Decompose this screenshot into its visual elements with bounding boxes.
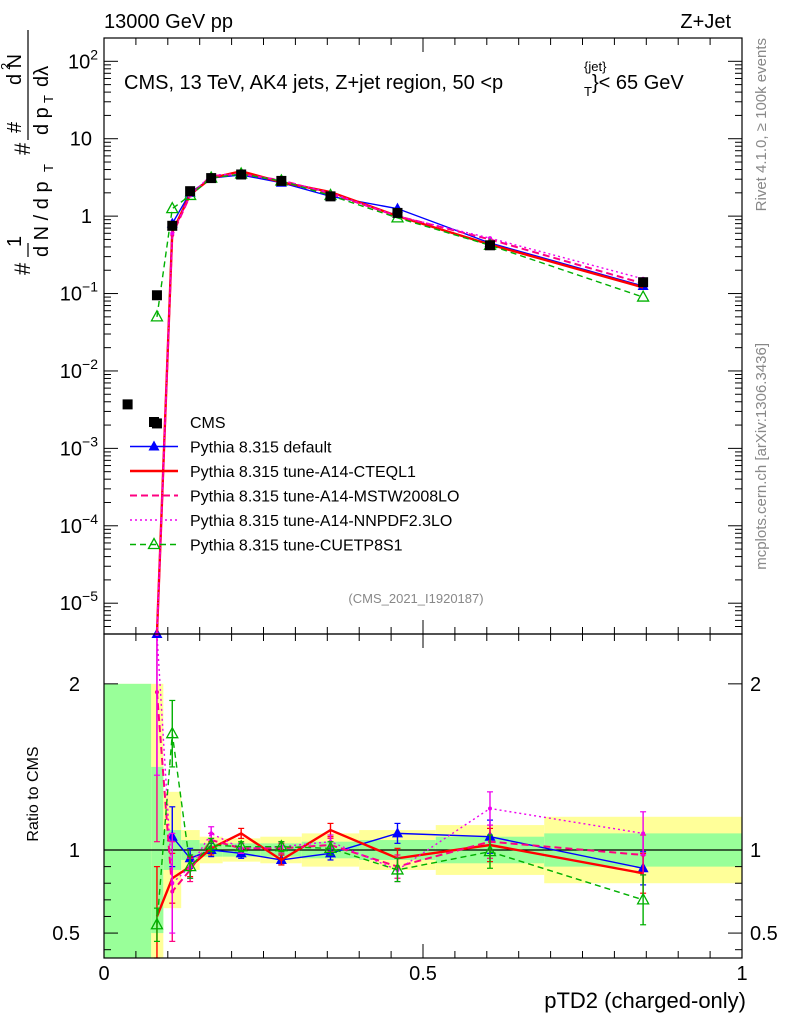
ratio-y-tick-label: 1 — [69, 840, 80, 862]
series-3-ratio-line — [156, 633, 644, 885]
cms-data-point — [325, 191, 336, 202]
ratio-y-tick-label-right: 1 — [750, 840, 761, 862]
plot-title-end: }< 65 GeV — [592, 72, 684, 94]
series-3-line — [156, 173, 644, 635]
ratio-y-axis-label: Ratio to CMS — [25, 746, 42, 841]
ratio-y-tick-label: 0.5 — [52, 923, 80, 945]
series-4-line — [156, 173, 644, 317]
x-tick-label: 0 — [98, 963, 109, 985]
y-tick-label: 10 — [70, 129, 92, 151]
svg-text:d N: d N — [4, 54, 26, 85]
cms-data-point — [276, 175, 287, 186]
svg-text:dλ: dλ — [31, 66, 53, 87]
series-4-point — [636, 289, 650, 302]
svg-text:d N / d p: d N / d p — [31, 181, 53, 257]
main-y-axis-label: # 1 d N / d p T # # d p T dλ d N 2 — [0, 30, 56, 275]
x-tick-label: 1 — [736, 963, 747, 985]
series-4-ratio-point — [183, 859, 197, 872]
svg-text:T: T — [41, 95, 56, 103]
ratio-band-stat — [104, 683, 152, 958]
svg-text:#: # — [10, 262, 35, 275]
cms-data-point — [167, 220, 178, 231]
cms-data-point — [185, 186, 196, 197]
series-3-ratio-point — [170, 881, 175, 886]
y-tick-label: 10−5 — [60, 588, 98, 615]
legend-label-cms: CMS — [190, 415, 226, 432]
series-1-ratio-line — [155, 828, 644, 917]
series-1-line — [155, 170, 644, 635]
series-4-point — [150, 309, 164, 322]
plot-title-main: CMS, 13 TeV, AK4 jets, Z+jet region, 50 … — [124, 72, 503, 94]
cms-data-point — [638, 277, 649, 288]
cms-data-point — [151, 290, 162, 301]
mcplots-label: mcplots.cern.ch [arXiv:1306.3436] — [753, 343, 770, 570]
series-4-ratio-point — [323, 840, 338, 853]
ratio-y-tick-label: 2 — [69, 674, 80, 696]
ratio-y-tick-label-right: 0.5 — [750, 923, 778, 945]
legend-marker-cms — [149, 417, 159, 427]
ratio-panel-lines — [150, 632, 650, 959]
svg-text:T: T — [41, 164, 56, 172]
series-2-ratio-line — [155, 692, 644, 895]
legend-label-1: Pythia 8.315 tune-A14-CTEQL1 — [190, 464, 416, 481]
cms-data-point — [392, 207, 403, 218]
series-4-point — [165, 201, 179, 214]
plot-title-sub: T — [584, 84, 592, 99]
legend-marker-4 — [147, 537, 161, 550]
series-3-point — [170, 231, 175, 236]
legend-label-2: Pythia 8.315 tune-A14-MSTW2008LO — [190, 489, 459, 506]
series-4-ratio-point — [165, 726, 179, 739]
x-tick-label: 0.5 — [409, 963, 437, 985]
series-2-line — [155, 173, 644, 635]
y-tick-label: 10−4 — [60, 511, 98, 538]
process-label: Z+Jet — [680, 11, 731, 33]
series-4-ratio-point — [483, 844, 497, 857]
legend-marker-0 — [148, 440, 160, 451]
series-0-line — [156, 174, 644, 635]
series-4-ratio-point — [150, 917, 164, 930]
series-4-ratio-line — [156, 733, 644, 925]
series-0-ratio-point — [391, 827, 403, 838]
series-4-ratio-point — [204, 837, 218, 850]
legend-label-3: Pythia 8.315 tune-A14-NNPDF2.3LO — [190, 513, 452, 530]
rivet-label: Rivet 4.1.0, ≥ 100k events — [753, 38, 770, 211]
series-4-ratio-point — [390, 862, 405, 875]
series-3-ratio-point — [209, 831, 214, 836]
cms-data-point — [484, 240, 495, 251]
plot-title: CMS, 13 TeV, AK4 jets, Z+jet region, 50 … — [124, 59, 684, 99]
ratio-y-tick-label-right: 2 — [750, 674, 761, 696]
legend: CMS Pythia 8.315 default Pythia 8.315 tune… — [130, 415, 459, 555]
beam-label: 13000 GeV pp — [104, 11, 233, 33]
y-tick-label: 10−3 — [60, 433, 98, 460]
svg-text:d p: d p — [31, 107, 53, 135]
legend-label-0: Pythia 8.315 default — [190, 440, 332, 457]
plot-title-sup: {jet} — [584, 59, 607, 74]
ratio-panel-bands — [104, 683, 742, 958]
svg-text:1: 1 — [4, 236, 26, 247]
ratio-frame — [103, 633, 743, 959]
svg-text:#: # — [4, 121, 26, 133]
series-4-ratio-point — [636, 892, 650, 905]
analysis-id: (CMS_2021_I1920187) — [348, 591, 483, 606]
legend-label-4: Pythia 8.315 tune-CUETP8S1 — [190, 538, 403, 555]
y-tick-label: 10−1 — [60, 279, 98, 306]
svg-text:2: 2 — [0, 63, 13, 70]
series-3-ratio-point — [487, 806, 492, 811]
main-panel-lines — [122, 166, 650, 638]
cms-data-point — [122, 399, 133, 410]
cms-data-point — [206, 173, 217, 184]
x-axis-label: pTD2 (charged-only) — [544, 988, 746, 1013]
series-4-ratio-point — [274, 839, 288, 852]
y-tick-label: 1 — [81, 206, 92, 228]
svg-text:#: # — [10, 142, 35, 155]
y-tick-label: 102 — [68, 46, 98, 73]
series-4-ratio-point — [234, 839, 248, 852]
series-3-ratio-point — [641, 831, 646, 836]
y-tick-label: 10−2 — [60, 356, 98, 383]
cms-data-point — [236, 169, 247, 180]
